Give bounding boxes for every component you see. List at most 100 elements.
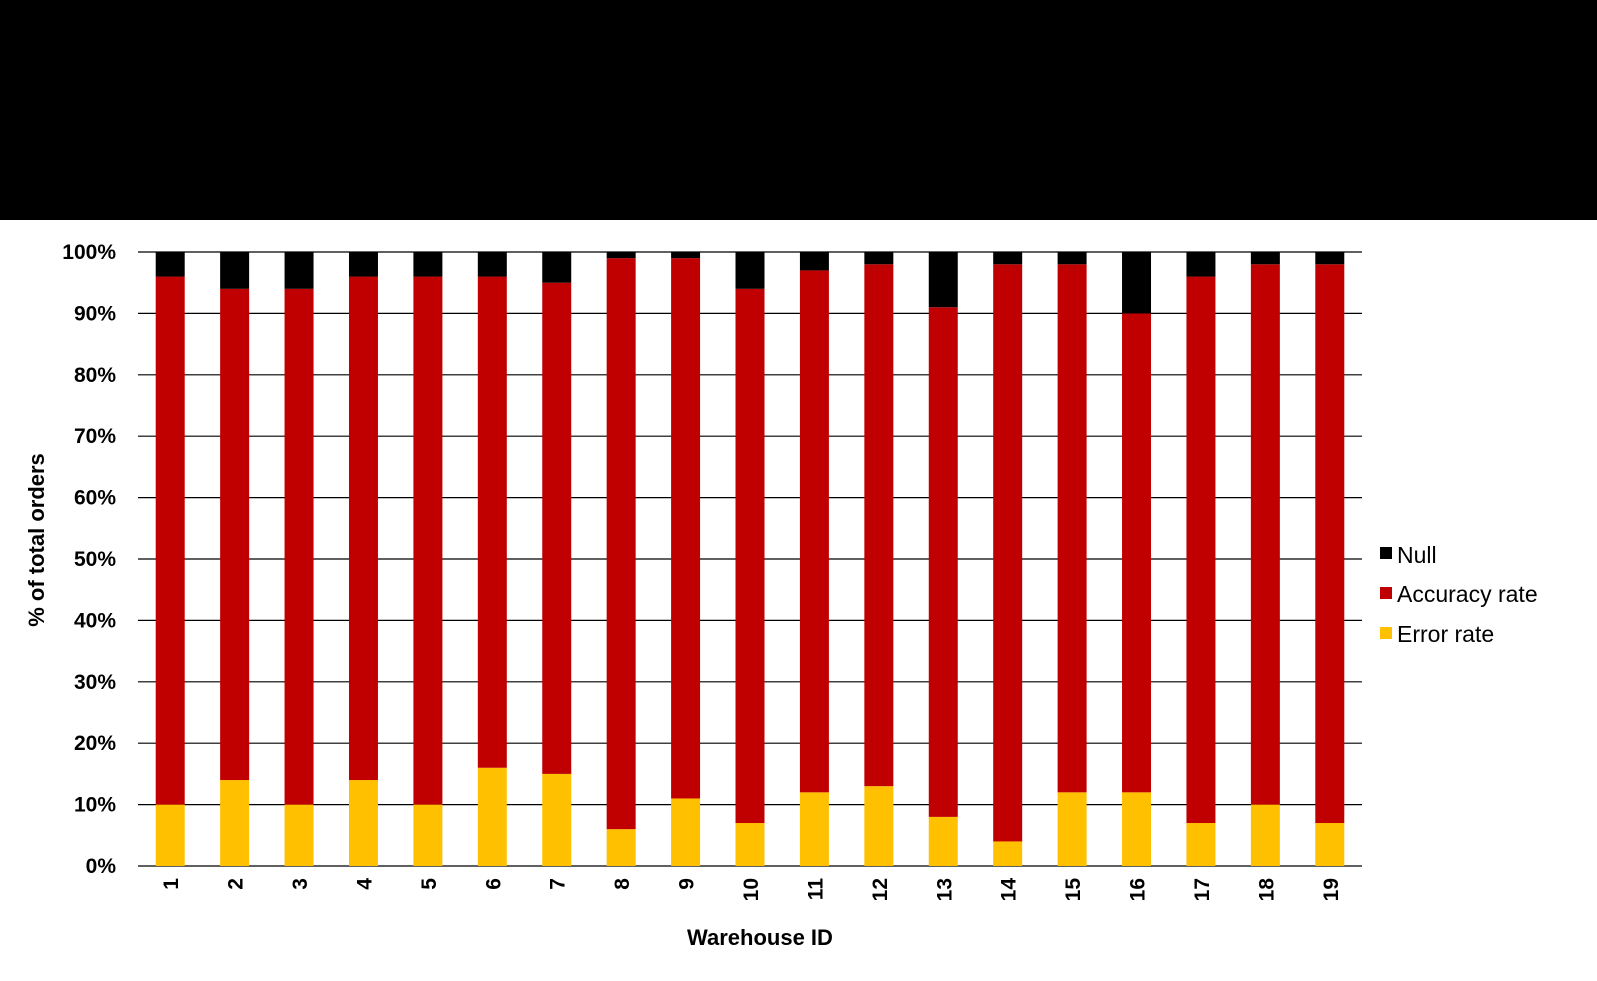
bar-segment-accuracy-rate [477, 276, 507, 768]
bar-segment-accuracy-rate [1250, 264, 1280, 805]
bar-segment-null [735, 252, 765, 289]
bar-segment-error-rate [1186, 823, 1216, 866]
bar-segment-null [993, 252, 1023, 265]
bar-segment-error-rate [155, 804, 185, 866]
bar-segment-error-rate [671, 798, 701, 866]
y-tick-label: 0% [86, 855, 117, 878]
bar-segment-error-rate [864, 786, 894, 866]
y-tick-label: 40% [74, 609, 116, 632]
bar-segment-accuracy-rate [1315, 264, 1345, 824]
bar-segment-error-rate [413, 804, 443, 866]
bar-segment-accuracy-rate [284, 288, 314, 805]
y-tick-label: 30% [74, 671, 116, 694]
x-tick-label: 14 [998, 878, 1021, 902]
x-tick-label: 1 [160, 878, 183, 890]
y-tick-label: 70% [74, 425, 116, 448]
bar-segment-null [284, 252, 314, 289]
y-tick-label: 10% [74, 794, 116, 817]
bar-segment-accuracy-rate [1186, 276, 1216, 824]
x-tick-label: 15 [1062, 878, 1085, 902]
y-axis-title: % of total orders [24, 453, 49, 627]
y-axis-ticks: 0% 10% 20% 30% 40% 50% 60% 70% 80% 90% 100% [62, 241, 116, 878]
bar-segment-accuracy-rate [671, 258, 701, 799]
y-tick-label: 100% [62, 241, 116, 264]
bar-segment-accuracy-rate [1122, 313, 1152, 793]
x-tick-label: 16 [1127, 878, 1150, 901]
bar-segment-accuracy-rate [413, 276, 443, 805]
legend-swatch-accuracy-rate [1380, 587, 1392, 599]
bar-segment-null [1250, 252, 1280, 265]
bar-segment-error-rate [477, 767, 507, 866]
bar-segment-accuracy-rate [864, 264, 894, 787]
x-tick-label: 7 [547, 878, 570, 890]
bar-segment-error-rate [606, 829, 636, 866]
x-tick-label: 11 [804, 878, 827, 901]
bar-segment-accuracy-rate [220, 288, 250, 781]
x-axis-title: Warehouse ID [687, 925, 833, 950]
legend-swatch-null [1380, 547, 1392, 559]
bar-segment-null [928, 252, 958, 308]
bar-segment-accuracy-rate [542, 282, 572, 774]
bar-segment-error-rate [220, 780, 250, 866]
x-tick-label: 17 [1191, 878, 1214, 901]
legend: Null Accuracy rate Error rate [1380, 542, 1538, 647]
bar-segment-null [542, 252, 572, 283]
y-tick-label: 50% [74, 548, 116, 571]
x-tick-label: 10 [740, 878, 763, 901]
bar-segment-accuracy-rate [993, 264, 1023, 842]
bar-segment-error-rate [542, 773, 572, 866]
bar-segment-accuracy-rate [348, 276, 378, 781]
bar-segment-null [413, 252, 443, 277]
bar-segment-error-rate [1250, 804, 1280, 866]
x-tick-label: 12 [869, 878, 892, 901]
bar-segment-null [671, 252, 701, 259]
bar-segment-null [864, 252, 894, 265]
legend-label-error-rate: Error rate [1397, 621, 1494, 647]
bar-segment-null [477, 252, 507, 277]
x-tick-label: 6 [482, 878, 505, 890]
x-tick-label: 5 [418, 878, 441, 890]
legend-label-null: Null [1397, 542, 1437, 568]
legend-swatch-error-rate [1380, 627, 1392, 639]
bar-segment-null [606, 252, 636, 259]
x-tick-label: 8 [611, 878, 634, 890]
x-tick-label: 18 [1255, 878, 1278, 902]
x-tick-label: 4 [353, 878, 376, 890]
bar-segment-accuracy-rate [928, 307, 958, 817]
bar-segment-accuracy-rate [1057, 264, 1087, 793]
bar-segment-error-rate [993, 841, 1023, 866]
bar-segment-accuracy-rate [155, 276, 185, 805]
x-tick-label: 2 [225, 878, 248, 890]
bar-segment-error-rate [1315, 823, 1345, 866]
x-tick-label: 19 [1320, 878, 1343, 901]
bar-segment-null [1186, 252, 1216, 277]
bar-segment-null [220, 252, 250, 289]
x-tick-label: 9 [676, 878, 699, 890]
header-band [0, 0, 1597, 220]
bar-segment-error-rate [348, 780, 378, 866]
bar-segment-error-rate [284, 804, 314, 866]
bar-segment-accuracy-rate [735, 288, 765, 824]
bar-segment-error-rate [799, 792, 829, 866]
bar-segment-null [799, 252, 829, 271]
bar-segment-error-rate [735, 823, 765, 866]
bar-segment-null [348, 252, 378, 277]
bar-segment-null [1122, 252, 1152, 314]
bar-segment-null [155, 252, 185, 277]
bar-segment-accuracy-rate [799, 270, 829, 793]
bar-segment-null [1057, 252, 1087, 265]
legend-label-accuracy-rate: Accuracy rate [1397, 581, 1538, 607]
x-tick-label: 3 [289, 878, 312, 890]
bar-segment-error-rate [1057, 792, 1087, 866]
bar-segment-accuracy-rate [606, 258, 636, 830]
y-tick-label: 80% [74, 364, 116, 387]
y-tick-label: 20% [74, 732, 116, 755]
bar-segment-null [1315, 252, 1345, 265]
y-tick-label: 90% [74, 302, 116, 325]
bar-segment-error-rate [1122, 792, 1152, 866]
y-tick-label: 60% [74, 487, 116, 510]
bar-segment-error-rate [928, 816, 958, 866]
bars [155, 252, 1345, 866]
x-tick-label: 13 [933, 878, 956, 901]
